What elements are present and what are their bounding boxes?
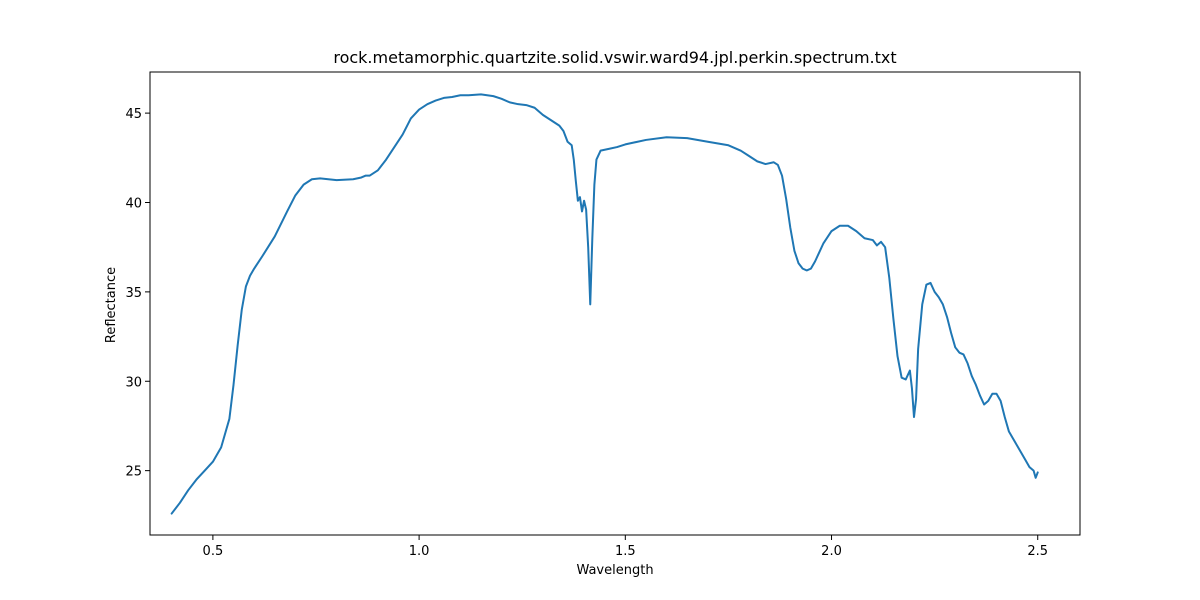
y-tick-label: 30 bbox=[125, 375, 142, 390]
y-tick-label: 45 bbox=[125, 107, 142, 122]
x-tick-label: 1.0 bbox=[409, 544, 430, 559]
chart-title: rock.metamorphic.quartzite.solid.vswir.w… bbox=[333, 48, 896, 67]
y-axis-label: Reflectance bbox=[104, 267, 119, 343]
y-tick-label: 35 bbox=[125, 286, 142, 301]
plot-area bbox=[170, 93, 1039, 515]
plot-frame bbox=[149, 71, 1081, 536]
y-tick-label: 25 bbox=[125, 465, 142, 480]
x-tick-label: 2.0 bbox=[821, 544, 842, 559]
x-tick-label: 0.5 bbox=[203, 544, 224, 559]
x-tick-label: 1.5 bbox=[615, 544, 636, 559]
series-line bbox=[170, 93, 1039, 515]
axes: 0.5 1.0 1.5 2.0 2.5 25 30 35 40 45 bbox=[125, 71, 1081, 559]
x-tick-label: 2.5 bbox=[1027, 544, 1048, 559]
x-axis-label: Wavelength bbox=[576, 563, 653, 578]
y-tick-label: 40 bbox=[125, 196, 142, 211]
